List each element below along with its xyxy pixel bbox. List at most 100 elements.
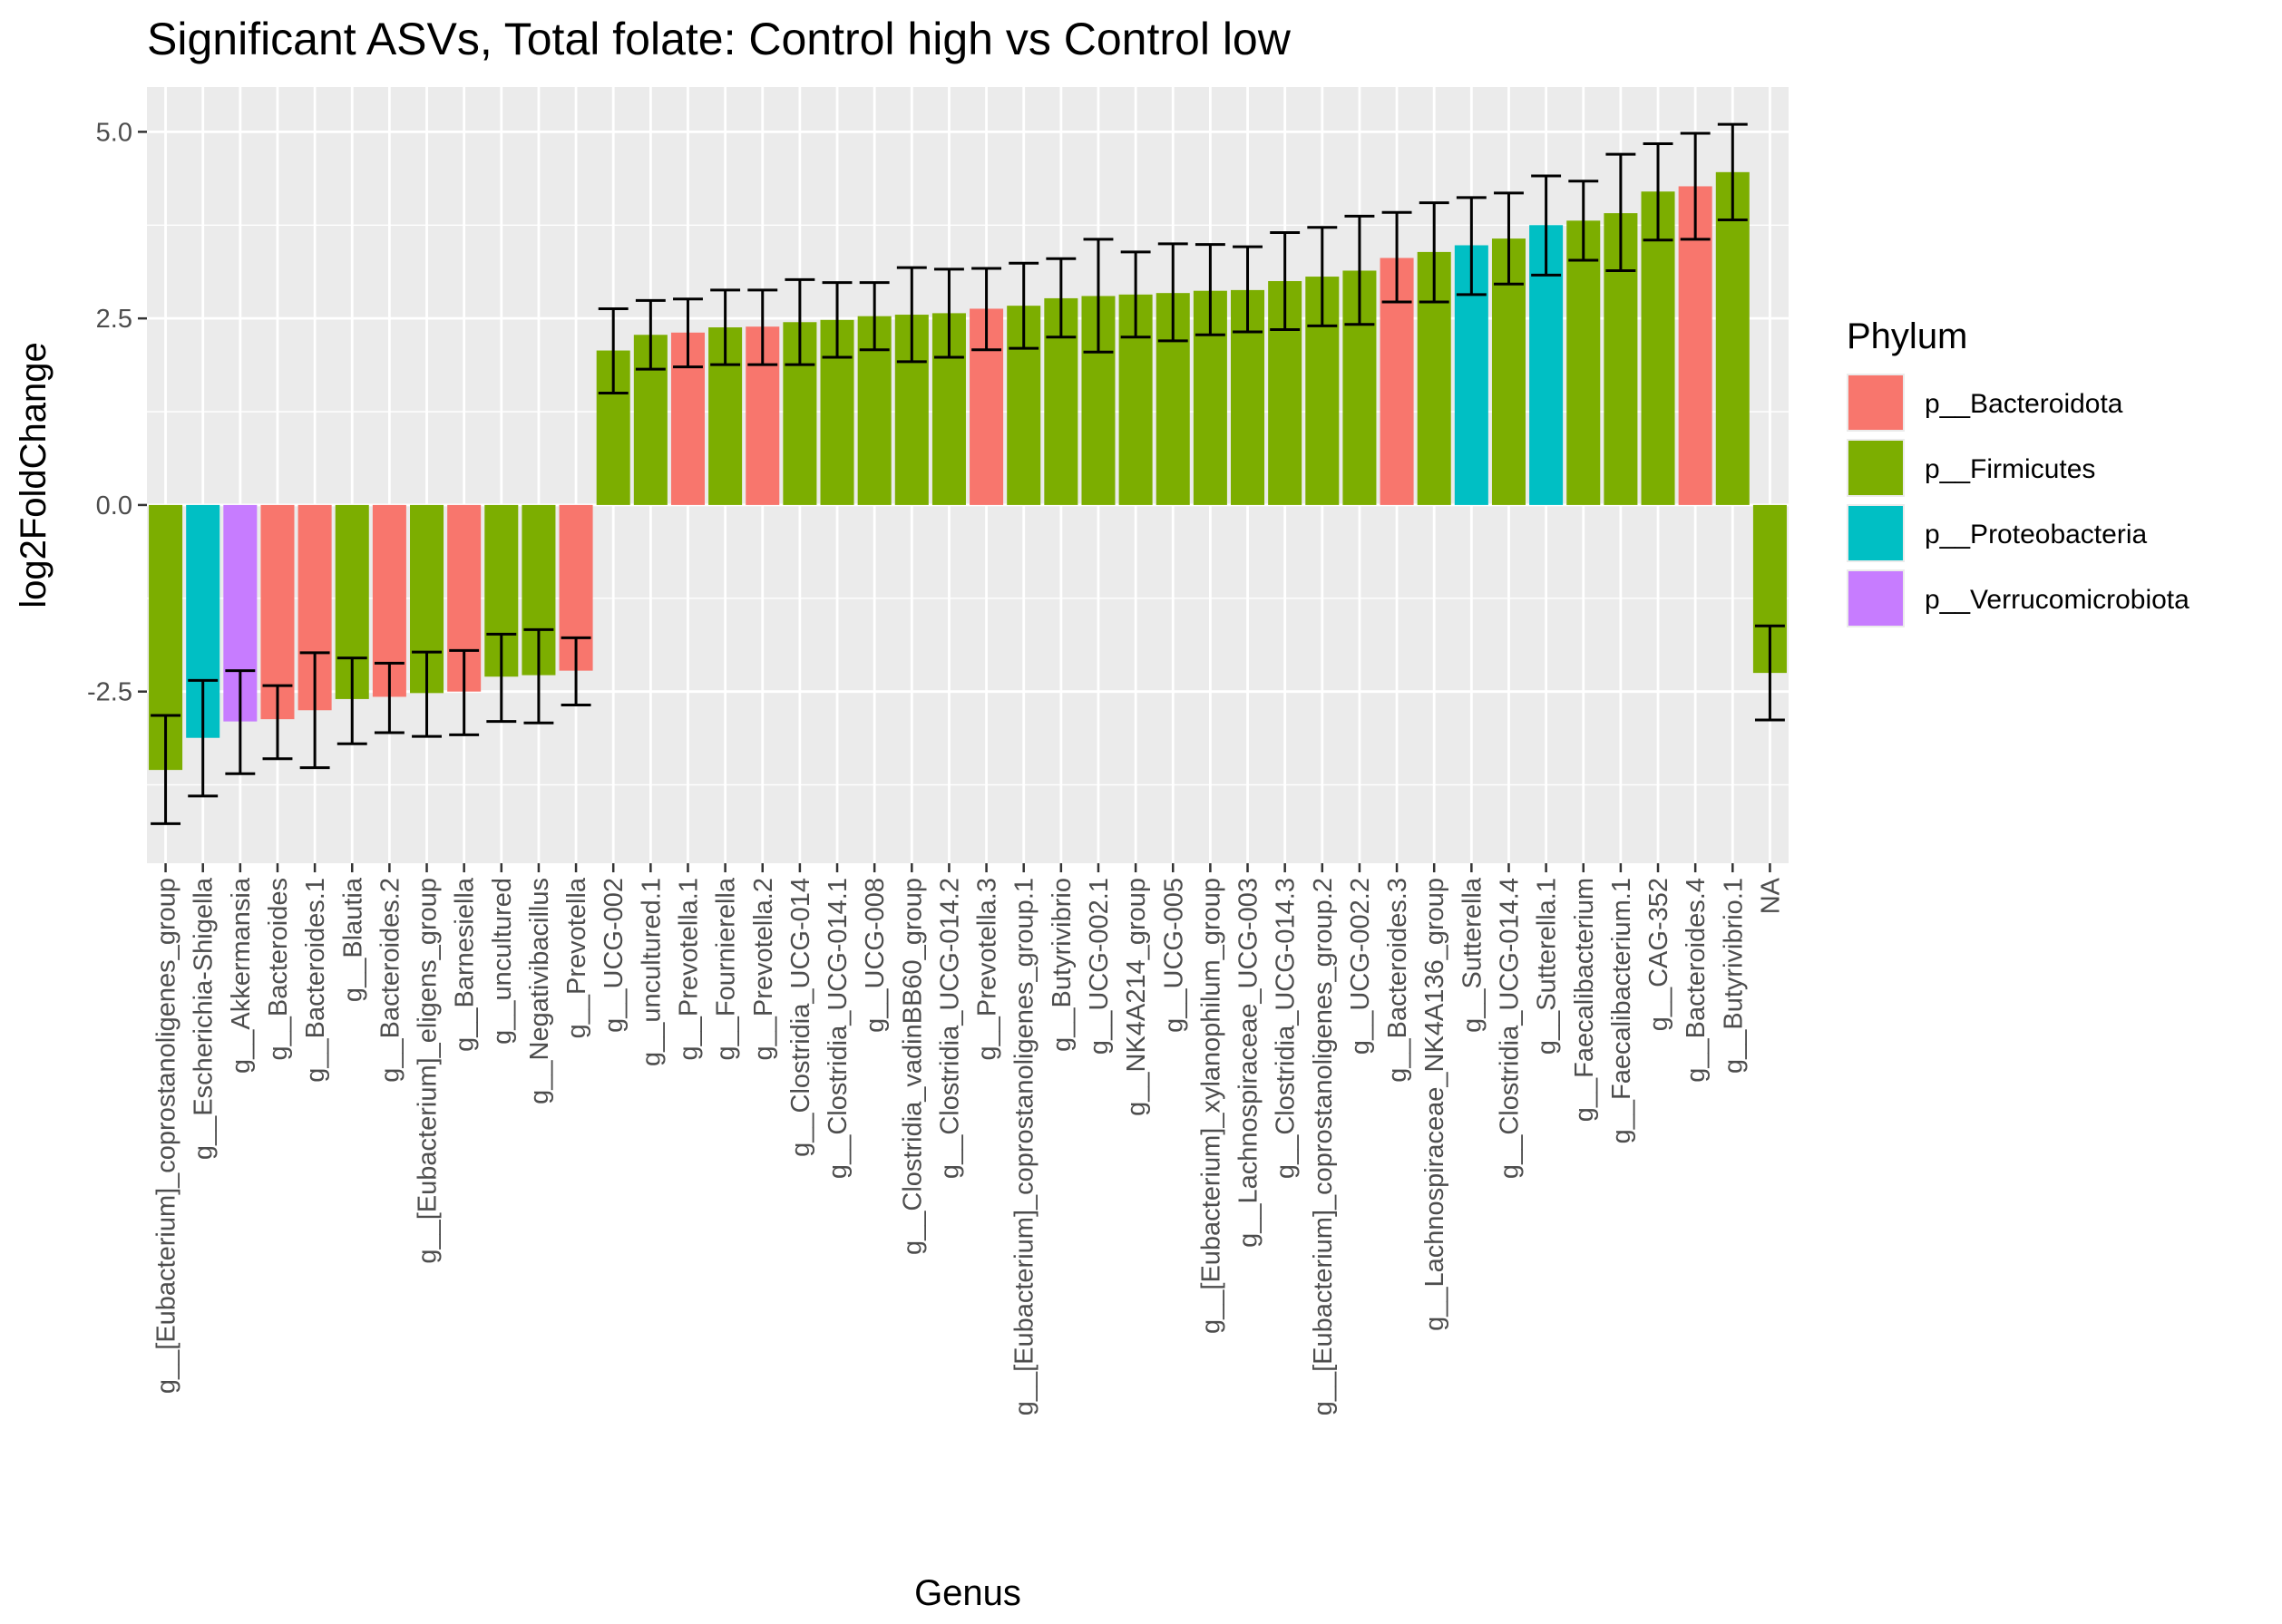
- error-bar: [1531, 174, 1562, 277]
- error-bar: [299, 651, 330, 770]
- error-bar: [747, 288, 778, 366]
- error-bars: [151, 122, 1785, 825]
- error-bar: [262, 684, 293, 761]
- x-tick-label: g__uncultured: [488, 878, 517, 1045]
- x-tick-label: g__Prevotella.1: [674, 878, 703, 1061]
- error-bar: [412, 650, 442, 738]
- x-tick-label: g__Escherichia-Shigella: [190, 877, 219, 1160]
- error-bar: [1494, 191, 1524, 286]
- x-tick-label: g__UCG-005: [1159, 878, 1188, 1033]
- x-tick-label: g__[Eubacterium]_coprostanoligenes_group…: [1010, 878, 1039, 1415]
- error-bar: [1233, 245, 1263, 334]
- y-tick-label: 2.5: [96, 305, 132, 334]
- legend-label: p__Verrucomicrobiota: [1925, 585, 2189, 615]
- error-bar: [1157, 242, 1188, 343]
- x-tick-label: g__Clostridia_UCG-014.1: [824, 878, 853, 1179]
- error-bar: [188, 678, 219, 798]
- legend-label: p__Bacteroidota: [1925, 389, 2123, 419]
- legend-label: p__Firmicutes: [1925, 454, 2095, 484]
- error-bar: [561, 636, 591, 707]
- bar: [260, 504, 295, 720]
- legend-item: p__Firmicutes: [1847, 439, 2095, 497]
- legend-swatch: [1848, 375, 1903, 430]
- error-bar: [1754, 624, 1785, 722]
- x-tick-label: g__CAG-352: [1644, 878, 1673, 1031]
- y-axis-title: log2FoldChange: [14, 342, 54, 608]
- bar: [1566, 220, 1601, 505]
- error-bar: [673, 297, 703, 369]
- error-bar: [486, 632, 517, 724]
- x-tick-label: g__Bacteroides: [264, 878, 293, 1061]
- x-tick-label: g__Clostridia_vadinBB60_group: [898, 878, 927, 1255]
- x-tick-label: g__Clostridia_UCG-014.3: [1272, 878, 1301, 1179]
- x-tick-label: g__[Eubacterium]_eligens_group: [414, 878, 443, 1264]
- y-tick-label: 0.0: [96, 491, 132, 520]
- error-bar: [1083, 238, 1114, 354]
- error-bar: [1195, 243, 1225, 336]
- x-tick-label: g__Clostridia_UCG-014: [786, 878, 815, 1157]
- legend-item: p__Bacteroidota: [1847, 374, 2123, 432]
- error-bar: [896, 266, 927, 364]
- error-bar: [523, 627, 554, 724]
- error-bar: [374, 661, 405, 734]
- error-bar: [1419, 201, 1449, 304]
- error-bar: [151, 714, 181, 825]
- legend: Phylum p__Bacteroidota p__Firmicutes p__Pr…: [1847, 316, 2189, 627]
- x-tick-label: g__Bacteroides.3: [1383, 878, 1412, 1083]
- legend-item: p__Proteobacteria: [1847, 504, 2147, 562]
- x-tick-label: g__Sutterella: [1458, 877, 1487, 1033]
- x-tick-label: g__uncultured.1: [637, 878, 666, 1066]
- x-tick-label: g__Sutterella.1: [1533, 878, 1562, 1055]
- legend-swatch: [1848, 441, 1903, 495]
- error-bar: [785, 277, 815, 366]
- x-tick-label: g__Fournierella: [712, 877, 741, 1060]
- x-tick-label: g__Bacteroides.4: [1682, 878, 1711, 1083]
- x-tick-label: g__UCG-008: [861, 878, 890, 1033]
- chart-title: Significant ASVs, Total folate: Control …: [147, 14, 1292, 64]
- x-tick-label: g__Faecalibacterium: [1570, 878, 1599, 1122]
- error-bar: [1046, 257, 1077, 339]
- error-bar: [859, 281, 890, 352]
- x-tick-label: g__Bacteroides.2: [375, 878, 405, 1083]
- x-tick-label: g__NK4A214_group: [1122, 878, 1151, 1116]
- error-bar: [1456, 196, 1487, 297]
- error-bar: [1605, 152, 1636, 272]
- x-tick-label: g__Prevotella.2: [749, 878, 778, 1061]
- error-bar: [1680, 131, 1711, 241]
- x-tick-label: g__UCG-002.2: [1346, 878, 1375, 1055]
- error-bar: [1009, 261, 1039, 350]
- error-bar: [225, 669, 256, 775]
- error-bar: [598, 306, 629, 394]
- error-bar: [336, 656, 367, 745]
- x-tick-label: g__Clostridia_UCG-014.2: [935, 878, 964, 1179]
- error-bar: [1307, 226, 1338, 327]
- error-bar: [822, 281, 853, 359]
- x-tick-label: g__[Eubacterium]_xylanophilum_group: [1196, 878, 1225, 1334]
- bar: [1641, 191, 1675, 505]
- error-bar: [449, 648, 480, 736]
- error-bar: [933, 267, 964, 359]
- x-tick-label: g__UCG-002.1: [1085, 878, 1114, 1055]
- y-axis: -2.5 0.0 2.5 5.0: [87, 118, 147, 707]
- legend-swatch: [1848, 571, 1903, 626]
- x-axis-title: Genus: [914, 1573, 1021, 1613]
- error-bar: [710, 288, 741, 366]
- error-bar: [1381, 210, 1412, 304]
- x-tick-label: g__Prevotella: [562, 877, 591, 1038]
- x-tick-label: g__Blautia: [338, 877, 367, 1002]
- x-tick-label: g__Faecalibacterium.1: [1607, 878, 1636, 1143]
- error-bar: [971, 267, 1002, 352]
- x-tick-label: g__[Eubacterium]_coprostanoligenes_group…: [1309, 878, 1338, 1415]
- x-tick-label: g__UCG-002: [600, 878, 629, 1033]
- x-tick-label: g__Akkermansia: [227, 877, 256, 1074]
- error-bar: [1643, 142, 1673, 242]
- bar: [1715, 171, 1750, 505]
- x-tick-label: NA: [1756, 877, 1785, 914]
- x-tick-label: g__Clostridia_UCG-014.4: [1495, 878, 1524, 1179]
- y-tick-label: -2.5: [87, 678, 132, 707]
- legend-item: p__Verrucomicrobiota: [1847, 569, 2189, 627]
- x-tick-label: g__Prevotella.3: [973, 878, 1002, 1061]
- x-tick-label: g__Butyrivibrio: [1048, 878, 1077, 1052]
- error-bar: [1120, 250, 1151, 339]
